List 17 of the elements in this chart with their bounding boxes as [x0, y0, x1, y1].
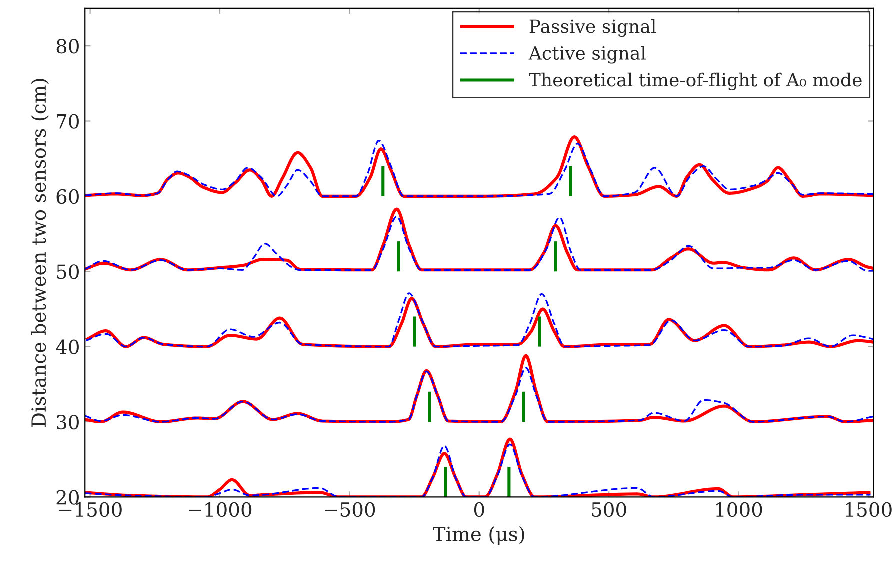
y-tick-label: 30 [57, 414, 79, 430]
legend-label: Theoretical time-of-flight of A₀ mode [529, 72, 862, 91]
x-tick-label: 500 [592, 502, 626, 518]
x-tick-label: −1000 [189, 502, 252, 518]
x-tick-label: 0 [474, 502, 484, 518]
x-axis-title: Time (μs) [433, 526, 524, 546]
legend-label: Active signal [528, 46, 646, 64]
y-tick-label: 70 [57, 114, 79, 129]
x-tick-label: −500 [325, 502, 376, 518]
y-tick-label: 80 [56, 39, 79, 54]
y-tick-label: 50 [57, 264, 79, 280]
y-tick-label: 60 [56, 189, 79, 204]
y-axis-title: Distance between two sensors (cm) [31, 79, 49, 427]
legend-label: Passive signal [530, 19, 656, 38]
x-tick-label: 1500 [846, 502, 892, 518]
y-tick-label: 40 [56, 340, 79, 354]
x-tick-label: 1000 [716, 502, 762, 518]
